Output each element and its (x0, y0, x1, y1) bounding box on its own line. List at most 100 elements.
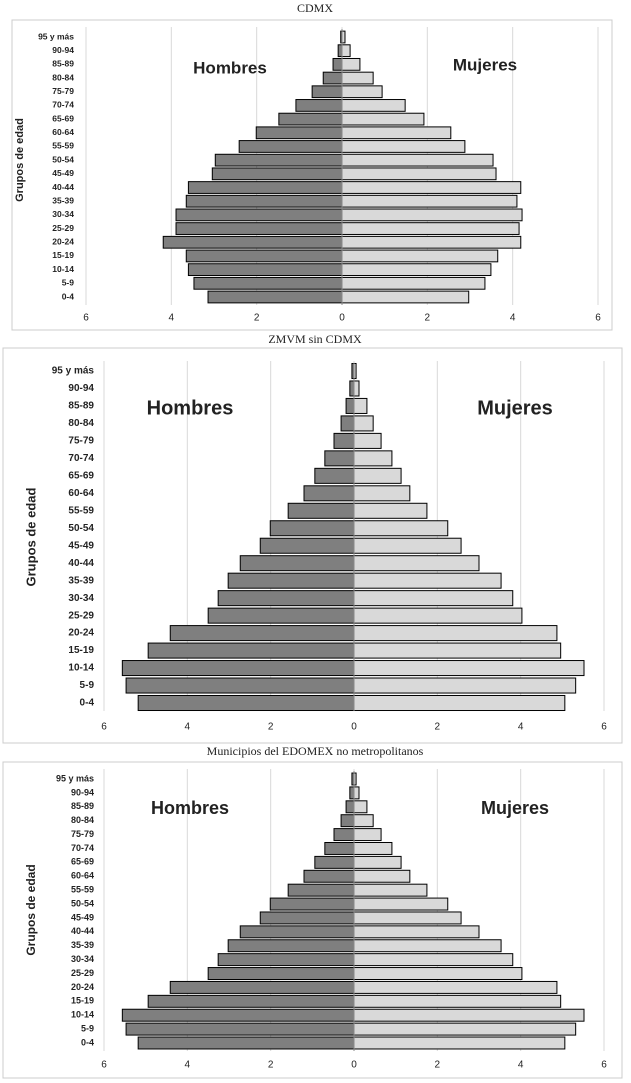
bar (162, 235, 343, 249)
bar (341, 208, 523, 222)
bar (353, 1022, 577, 1036)
y-tick-label: 25-29 (68, 610, 94, 621)
bar (341, 290, 470, 304)
bar (193, 276, 343, 290)
x-tick-label: 2 (425, 313, 431, 324)
y-tick-label: 10-14 (52, 264, 74, 274)
bar (341, 167, 497, 181)
y-tick-label: 50-54 (52, 154, 74, 164)
bar (353, 537, 462, 554)
y-tick-label: 95 y más (56, 773, 94, 783)
bar (238, 140, 343, 153)
y-tick-label: 40-44 (68, 558, 94, 569)
bar (353, 415, 374, 432)
bar (353, 625, 558, 642)
bar (353, 911, 462, 925)
y-tick-label: 0-4 (80, 698, 95, 709)
bar (333, 432, 355, 449)
bar (340, 415, 355, 432)
bar (227, 572, 355, 589)
x-tick-label: 4 (185, 1060, 191, 1071)
bar (353, 855, 402, 869)
y-tick-label: 85-89 (52, 59, 74, 69)
x-tick-label: 6 (83, 313, 89, 324)
bar (314, 467, 355, 484)
bar (185, 194, 343, 208)
bar (353, 520, 449, 537)
y-tick-label: 70-74 (71, 843, 94, 853)
bar (353, 590, 514, 607)
bar (269, 897, 355, 911)
x-tick-label: 2 (268, 1060, 274, 1071)
x-tick-label: 4 (518, 722, 524, 733)
bar (217, 590, 355, 607)
x-tick-label: 4 (518, 1060, 524, 1071)
y-tick-label: 0-4 (81, 1037, 94, 1047)
y-tick-label: 30-34 (68, 593, 94, 604)
bar (353, 800, 368, 814)
x-tick-label: 4 (510, 313, 516, 324)
bar (345, 397, 355, 414)
bar (287, 883, 355, 897)
bar (337, 44, 343, 58)
bar (353, 980, 558, 994)
series-label: Hombres (193, 58, 267, 77)
x-tick-label: 2 (435, 722, 441, 733)
y-tick-label: 55-59 (71, 885, 94, 895)
series-label: Mujeres (477, 397, 553, 419)
bar (311, 85, 343, 99)
y-tick-label: 35-39 (68, 575, 94, 586)
bar (353, 467, 402, 484)
y-tick-label: 5-9 (81, 1023, 94, 1033)
bar (341, 112, 425, 126)
bar (341, 222, 520, 235)
y-axis-label: Grupos de edad (23, 487, 38, 586)
bar (340, 814, 355, 828)
y-tick-label: 55-59 (52, 141, 74, 151)
bar (353, 883, 428, 897)
bar (259, 537, 355, 554)
bar (314, 855, 355, 869)
bar (341, 71, 374, 85)
y-tick-label: 95 y más (38, 31, 74, 41)
bar (175, 222, 343, 235)
bar (353, 925, 480, 939)
bar (353, 642, 562, 659)
bar (341, 235, 522, 249)
bar (295, 99, 343, 112)
bar (341, 44, 351, 58)
y-tick-label: 20-24 (68, 628, 94, 639)
y-tick-label: 75-79 (68, 436, 94, 447)
bar (353, 841, 393, 855)
y-tick-label: 15-19 (52, 250, 74, 260)
bar (353, 572, 502, 589)
bar (207, 607, 355, 624)
bar (303, 485, 355, 502)
bar (147, 994, 355, 1008)
bar (341, 276, 486, 290)
y-tick-label: 50-54 (68, 523, 94, 534)
bar (322, 71, 343, 85)
series-label: Mujeres (453, 55, 517, 74)
bar (341, 263, 492, 277)
series-label: Hombres (151, 798, 229, 818)
bar (125, 1022, 355, 1036)
y-tick-label: 45-49 (71, 912, 94, 922)
bar (353, 967, 523, 981)
y-tick-label: 30-34 (52, 209, 74, 219)
bar (353, 555, 480, 572)
y-tick-label: 15-19 (71, 996, 94, 1006)
bar (278, 112, 343, 126)
bar (217, 953, 355, 967)
panel-border (2, 347, 623, 744)
y-tick-label: 90-94 (52, 45, 74, 55)
x-tick-label: 6 (595, 313, 601, 324)
y-tick-label: 75-79 (71, 829, 94, 839)
bar (259, 911, 355, 925)
bar (333, 828, 355, 842)
x-tick-label: 6 (101, 722, 107, 733)
y-axis-label: Grupos de edad (14, 118, 26, 202)
series-label: Hombres (147, 397, 234, 419)
bar (227, 939, 355, 953)
y-tick-label: 30-34 (71, 954, 94, 964)
